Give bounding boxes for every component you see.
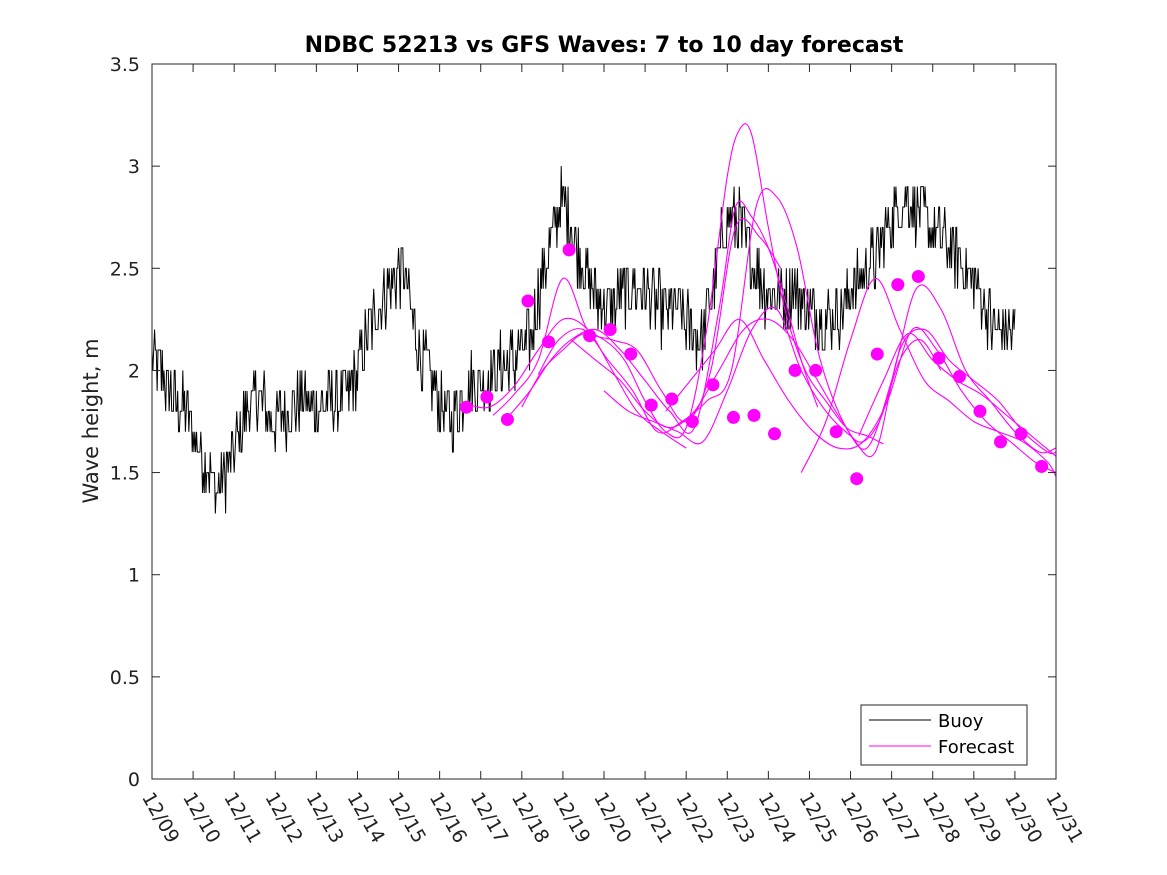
x-tick-label: 12/20 (589, 789, 635, 847)
buoy-line (151, 166, 1016, 514)
y-tick-label: 1 (128, 565, 140, 587)
x-tick-label: 12/16 (425, 789, 471, 847)
forecast-marker (624, 347, 638, 361)
y-tick-label: 0.5 (110, 667, 140, 689)
x-tick-label: 12/19 (548, 789, 594, 847)
x-tick-label: 12/09 (137, 789, 183, 847)
legend-box (860, 704, 1028, 766)
x-tick-label: 12/13 (301, 789, 347, 847)
forecast-marker (932, 351, 946, 365)
x-tick-label: 12/21 (630, 789, 676, 847)
x-tick-label: 12/23 (712, 789, 758, 847)
forecast-marker (911, 269, 925, 283)
x-tick-label: 12/25 (795, 789, 841, 847)
forecast-marker (562, 243, 576, 257)
y-tick-label: 3.5 (110, 54, 140, 76)
forecast-marker (768, 427, 782, 441)
x-tick-label: 12/22 (671, 789, 717, 847)
y-tick-label: 2 (128, 360, 140, 382)
y-axis: 0 0.5 1 1.5 2 2.5 3 3.5 (110, 54, 1056, 791)
forecast-line (570, 284, 1057, 454)
forecast-marker (685, 415, 699, 428)
x-tick-label: 12/14 (343, 789, 389, 847)
legend-buoy-label: Buoy (938, 711, 984, 732)
x-tick-label: 12/29 (959, 789, 1005, 847)
forecast-marker (665, 392, 679, 406)
legend: Buoy Forecast (860, 704, 1028, 766)
forecast-marker (583, 329, 597, 343)
x-tick-label: 12/15 (384, 789, 430, 847)
forecast-marker (542, 335, 556, 349)
forecast-marker (459, 400, 473, 414)
chart-title: NDBC 52213 vs GFS Waves: 7 to 10 day for… (305, 33, 904, 58)
forecast-marker (521, 294, 535, 308)
forecast-line (464, 317, 687, 449)
legend-forecast-label: Forecast (938, 737, 1014, 758)
plot-area (151, 63, 1057, 780)
forecast-marker (500, 412, 514, 426)
x-tick-label: 12/27 (877, 789, 923, 847)
forecast-line (509, 200, 819, 434)
forecast-marker (788, 363, 802, 377)
x-tick-label: 12/18 (507, 789, 553, 847)
forecast-marker (973, 404, 987, 418)
x-tick-label: 12/28 (918, 789, 964, 847)
forecast-marker (1014, 427, 1028, 441)
y-tick-label: 1.5 (110, 463, 140, 485)
y-axis-label: Wave height, m (79, 338, 103, 503)
forecast-marker (850, 472, 864, 486)
forecast-marker (747, 408, 761, 422)
forecast-marker (829, 425, 843, 439)
forecast-marker (952, 370, 966, 384)
x-tick-label: 12/30 (1000, 789, 1046, 847)
forecast-marker (809, 363, 823, 377)
forecast-line (665, 318, 1057, 474)
forecast-line (800, 277, 1057, 477)
forecast-marker (891, 278, 905, 292)
forecast-marker (480, 390, 494, 404)
forecast-markers (459, 243, 1049, 486)
forecast-marker (706, 378, 720, 392)
y-tick-label: 0 (128, 769, 140, 791)
buoy-series (151, 166, 1016, 514)
forecast-marker (726, 410, 740, 424)
x-tick-label: 12/11 (219, 789, 265, 847)
forecast-marker (603, 323, 617, 337)
plot-background (152, 64, 1056, 779)
x-tick-label: 12/10 (178, 789, 224, 847)
x-tick-label: 12/24 (753, 789, 799, 847)
y-tick-label: 2.5 (110, 258, 140, 280)
forecast-marker (870, 347, 884, 361)
forecast-marker (644, 398, 658, 412)
x-tick-label: 12/26 (836, 789, 882, 847)
x-tick-label: 12/17 (466, 789, 512, 847)
forecast-marker (994, 435, 1008, 449)
forecast-line (492, 218, 782, 423)
y-tick-label: 3 (128, 156, 140, 178)
x-tick-label: 12/31 (1041, 789, 1087, 847)
x-tick-label: 12/12 (260, 789, 306, 847)
forecast-marker (1035, 459, 1049, 473)
